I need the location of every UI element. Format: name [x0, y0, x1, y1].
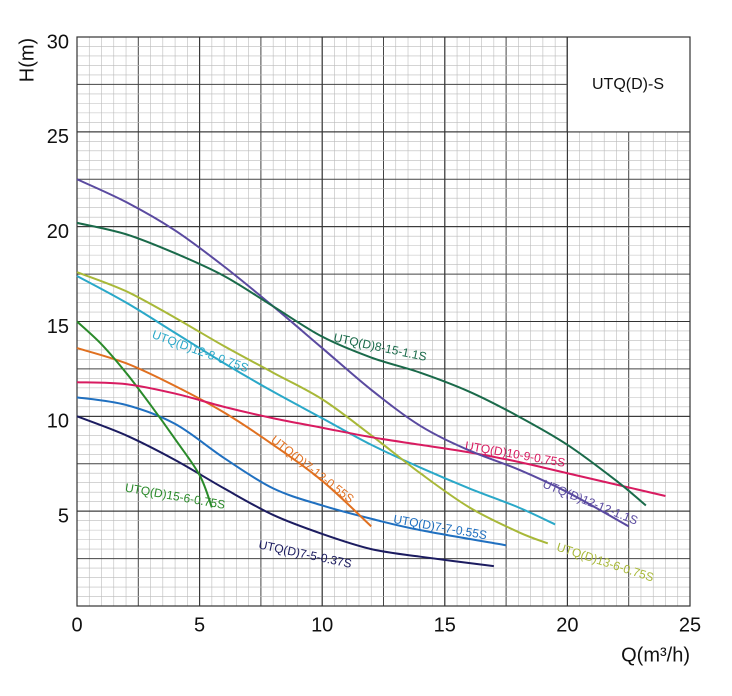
pump-curve: [76, 275, 556, 526]
y-tick-label: 20: [47, 221, 69, 243]
y-tick-label: 15: [47, 316, 69, 338]
y-tick-label: 10: [47, 411, 69, 433]
x-tick-label: 15: [434, 614, 456, 636]
y-tick-label: 5: [58, 505, 69, 527]
pump-curve: [76, 221, 647, 507]
pump-curve: [76, 320, 213, 508]
pump-curve: [76, 347, 372, 528]
curve-label: UTQ(D)7-5-0.37S: [257, 537, 353, 570]
x-tick-label: 25: [679, 614, 701, 636]
y-tick-label: 30: [47, 31, 69, 53]
x-tick-label: 10: [311, 614, 333, 636]
curve-label: UTQ(D)7-7-0.55S: [392, 512, 488, 542]
annotation: UTQ(D)-S: [592, 76, 664, 93]
x-tick-label: 5: [194, 614, 205, 636]
pump-curve: [76, 271, 549, 545]
x-tick-label: 20: [556, 614, 578, 636]
x-tick-label: 0: [71, 614, 82, 636]
y-axis-label: H(m): [16, 38, 38, 82]
annotation-box: [566, 36, 691, 133]
x-axis-label: Q(m³/h): [621, 644, 690, 666]
pump-curve: [76, 381, 666, 497]
y-tick-label: 25: [47, 126, 69, 148]
pump-curve: [76, 396, 507, 547]
curve-label: UTQ(D)7-12-0.55S: [268, 433, 357, 506]
pump-curve: [76, 178, 630, 528]
curve-label: UTQ(D)12-12-1.1S: [541, 477, 640, 528]
pump-curve: [76, 415, 494, 568]
